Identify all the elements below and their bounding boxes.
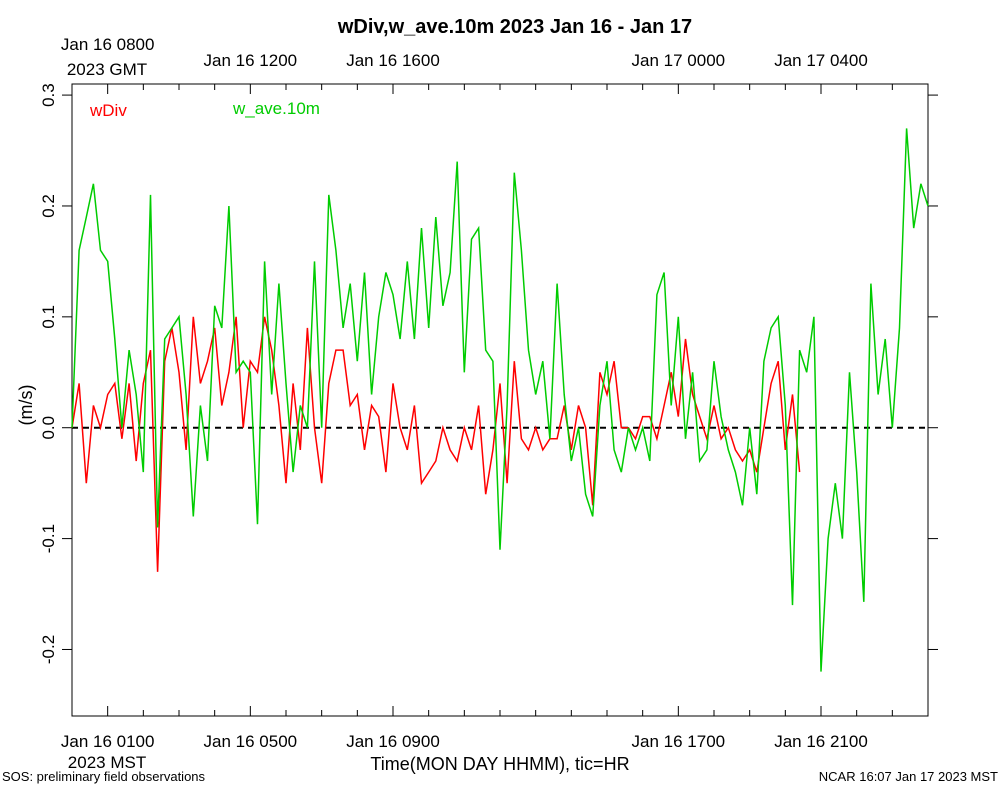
legend-entry: w_ave.10m (232, 99, 320, 118)
plot-frame (71, 83, 929, 717)
chart-title: wDiv,w_ave.10m 2023 Jan 16 - Jan 17 (337, 16, 692, 38)
x2-tick-label: Jan 16 1600 (346, 51, 440, 70)
x-tick-label: Jan 16 0100 (61, 732, 155, 751)
x-axis-label: Time(MON DAY HHMM), tic=HR (370, 754, 629, 774)
y-axis-label: (m/s) (16, 385, 36, 426)
series-line (71, 128, 929, 672)
y-tick-label: -0.2 (39, 635, 58, 664)
x-tick-label: Jan 16 1700 (632, 732, 726, 751)
x2-tick-label: Jan 16 1200 (204, 51, 298, 70)
legend-entry: wDiv (89, 101, 127, 120)
x2-tick-label: Jan 16 0800 (61, 35, 155, 54)
y-tick-label: 0.3 (39, 83, 58, 107)
x-tick-label: Jan 16 0900 (346, 732, 440, 751)
series-line (71, 316, 801, 572)
y-tick-label: 0.0 (39, 416, 58, 440)
x2-tick-label: Jan 17 0000 (632, 51, 726, 70)
footer-left: SOS: preliminary field observations (2, 769, 206, 784)
x-tick-label: Jan 16 2100 (774, 732, 868, 751)
y-tick-label: -0.1 (39, 524, 58, 553)
footer-right: NCAR 16:07 Jan 17 2023 MST (819, 769, 998, 784)
x2-tick-label: Jan 17 0400 (774, 51, 868, 70)
x2-axis-note: 2023 GMT (67, 60, 147, 79)
x-axis-note: 2023 MST (68, 753, 146, 772)
x-tick-label: Jan 16 0500 (204, 732, 298, 751)
y-tick-label: 0.2 (39, 194, 58, 218)
y-tick-label: 0.1 (39, 305, 58, 329)
